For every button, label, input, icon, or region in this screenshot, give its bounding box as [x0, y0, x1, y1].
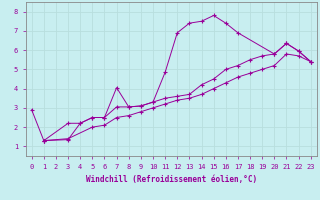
X-axis label: Windchill (Refroidissement éolien,°C): Windchill (Refroidissement éolien,°C)	[86, 175, 257, 184]
